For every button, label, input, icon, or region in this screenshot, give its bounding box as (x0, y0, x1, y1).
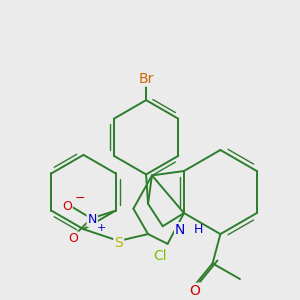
Text: Cl: Cl (153, 249, 166, 262)
Text: O: O (190, 284, 200, 298)
Text: S: S (114, 236, 123, 250)
Text: Br: Br (138, 72, 154, 86)
Text: H: H (194, 223, 203, 236)
Text: N: N (175, 223, 185, 237)
Text: N: N (88, 213, 97, 226)
Text: O: O (62, 200, 72, 213)
Text: O: O (69, 232, 79, 245)
Text: +: + (96, 223, 106, 233)
Text: −: − (74, 192, 85, 206)
